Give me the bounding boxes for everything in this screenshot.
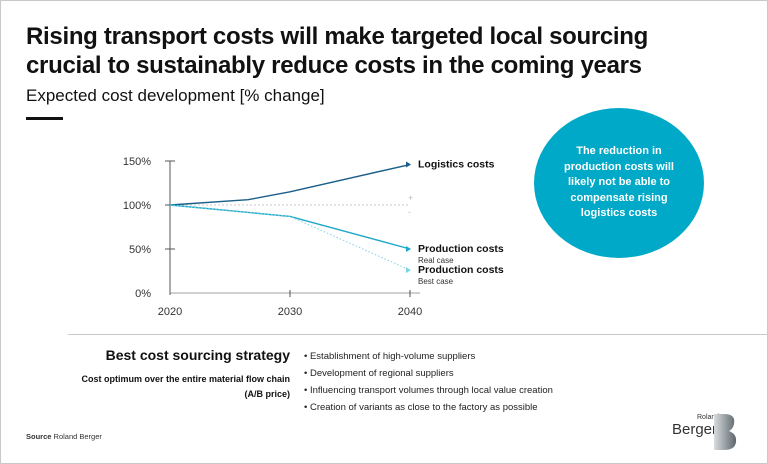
strategy-bullet: Development of regional suppliers xyxy=(304,365,553,382)
title-rule xyxy=(26,117,63,120)
x-tick-label: 2020 xyxy=(158,306,182,318)
source-label: Source xyxy=(26,432,52,441)
line-chart: 0% 50% 100% 150% 2020 2030 2040 + - Logistics co… xyxy=(123,156,504,318)
strategy-bullet: Creation of variants as close to the fac… xyxy=(304,399,553,416)
series-sublabel: Real case xyxy=(418,256,454,265)
strategy-title: Best cost sourcing strategy xyxy=(105,347,290,363)
series-line-0 xyxy=(169,163,411,206)
callout-text: The reduction in production costs will l… xyxy=(563,145,674,220)
plus-marker: + xyxy=(408,193,413,203)
series-sublabel: Best case xyxy=(418,277,454,286)
logo-b-icon xyxy=(714,414,737,450)
logo-small-text: Roland xyxy=(697,414,720,421)
minus-marker: - xyxy=(408,207,411,217)
y-tick-label: 150% xyxy=(123,156,151,168)
series-label: Production costs xyxy=(418,264,504,276)
strategy-bullet: Influencing transport volumes through lo… xyxy=(304,382,553,399)
callout-bubble: The reduction in production costs will l… xyxy=(534,108,704,258)
strategy-bullet: Establishment of high-volume suppliers xyxy=(304,348,553,365)
chart-subtitle: Expected cost development [% change] xyxy=(26,86,325,105)
x-tick-label: 2030 xyxy=(278,306,302,318)
series-line-2 xyxy=(169,204,411,271)
logo-big-text: Berger xyxy=(672,421,718,438)
y-tick-label: 100% xyxy=(123,200,151,212)
section-divider xyxy=(68,334,768,335)
strategy-subtitle: Cost optimum over the entire material fl… xyxy=(81,374,290,399)
series-arrow-2 xyxy=(406,267,411,274)
strategy-bullets: Establishment of high-volume suppliers D… xyxy=(304,348,553,416)
source-note: Source Roland Berger xyxy=(26,432,102,441)
series-label: Production costs xyxy=(418,243,504,255)
x-tick-label: 2040 xyxy=(398,306,422,318)
page-title: Rising transport costs will make targete… xyxy=(26,23,649,79)
series-arrow-0 xyxy=(406,161,411,168)
series-label: Logistics costs xyxy=(418,159,495,171)
y-tick-label: 50% xyxy=(129,244,151,256)
series-arrow-1 xyxy=(406,246,411,252)
series-line-1 xyxy=(169,204,411,250)
y-tick-label: 0% xyxy=(135,288,151,300)
source-value: Roland Berger xyxy=(53,432,102,441)
